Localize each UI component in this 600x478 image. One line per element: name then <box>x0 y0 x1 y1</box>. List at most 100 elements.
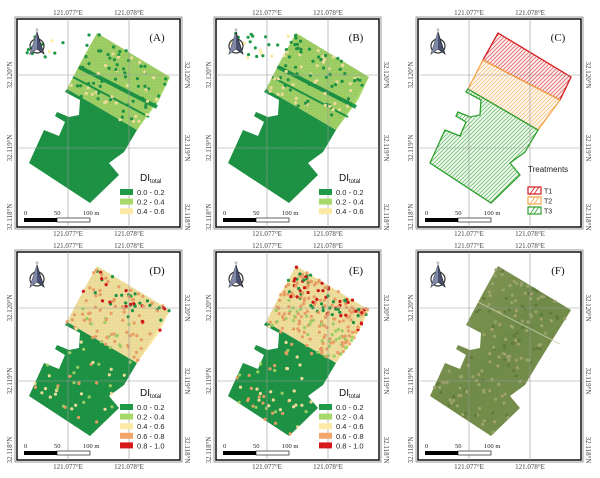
photo-texture <box>497 355 501 359</box>
svg-text:121.078°E: 121.078°E <box>515 230 545 238</box>
photo-texture <box>461 413 465 417</box>
panel-label: (D) <box>149 265 165 277</box>
svg-text:121.077°E: 121.077°E <box>454 242 484 250</box>
photo-texture <box>463 411 467 416</box>
svg-text:121.077°E: 121.077°E <box>53 463 83 471</box>
map-svg: 121.077°E 121.078°E 121.077°E 121.078°E 32… <box>6 9 191 238</box>
legend-item: 0.6 - 0.8 <box>120 432 165 441</box>
cell <box>246 53 251 57</box>
photo-texture <box>438 385 442 390</box>
photo-texture <box>482 390 486 394</box>
svg-text:32.119°N: 32.119°N <box>407 135 415 162</box>
svg-text:121.078°E: 121.078°E <box>114 242 144 250</box>
svg-text:0.6 - 0.8: 0.6 - 0.8 <box>137 432 165 441</box>
photo-texture <box>553 299 557 303</box>
cell <box>85 43 89 47</box>
photo-texture <box>477 373 481 377</box>
legend-item: 0.4 - 0.6 <box>120 207 165 216</box>
cell <box>53 51 57 55</box>
legend-item: 0.6 - 0.8 <box>319 432 364 441</box>
svg-text:0: 0 <box>24 443 27 450</box>
svg-text:121.078°E: 121.078°E <box>114 230 144 238</box>
svg-text:32.118°N: 32.118°N <box>205 204 213 231</box>
svg-text:0.0 - 0.2: 0.0 - 0.2 <box>336 188 364 197</box>
svg-text:N: N <box>36 260 39 265</box>
photo-texture <box>526 284 530 288</box>
lat-labels: 32.120°N 32.119°N 32.118°N 32.120°N 32.119°… <box>205 294 390 463</box>
photo-texture <box>529 324 533 328</box>
legend-item: 0.4 - 0.6 <box>120 422 165 431</box>
photo-texture <box>477 406 482 410</box>
svg-text:32.120°N: 32.120°N <box>407 61 415 88</box>
photo-texture <box>498 323 502 327</box>
photo-texture <box>497 382 501 387</box>
svg-text:100 m: 100 m <box>484 443 500 450</box>
photo-texture <box>520 319 525 323</box>
photo-texture <box>474 378 479 383</box>
photo-texture <box>512 333 516 338</box>
photo-texture <box>492 420 497 424</box>
svg-text:121.077°E: 121.077°E <box>53 242 83 250</box>
svg-text:32.119°N: 32.119°N <box>205 368 213 395</box>
svg-text:32.120°N: 32.120°N <box>6 61 14 88</box>
svg-text:0.6 - 0.8: 0.6 - 0.8 <box>336 432 364 441</box>
photo-texture <box>504 296 508 300</box>
graticule <box>216 19 379 227</box>
scale-bar: 0 50 100 m <box>223 210 298 223</box>
svg-text:121.077°E: 121.077°E <box>252 230 282 238</box>
svg-text:0.4 - 0.6: 0.4 - 0.6 <box>336 422 364 431</box>
svg-text:32.120°N: 32.120°N <box>382 61 390 88</box>
photo-texture <box>526 320 530 324</box>
photo-texture <box>536 297 540 301</box>
cell <box>47 49 51 54</box>
svg-text:50: 50 <box>253 210 260 217</box>
north-arrow-icon: N <box>430 27 446 55</box>
svg-text:121.078°E: 121.078°E <box>515 463 545 471</box>
hex-grid-texture <box>29 266 170 436</box>
cell <box>25 51 29 55</box>
photo-texture <box>505 355 509 359</box>
svg-text:0.8 - 1.0: 0.8 - 1.0 <box>137 441 165 450</box>
photo-texture <box>502 357 506 361</box>
svg-text:0: 0 <box>223 210 226 217</box>
photo-texture <box>436 381 440 385</box>
photo-texture <box>482 333 486 337</box>
cell <box>87 33 91 37</box>
svg-text:121.078°E: 121.078°E <box>313 463 343 471</box>
photo-texture <box>501 288 505 292</box>
photo-texture <box>523 291 527 295</box>
svg-text:0: 0 <box>223 443 226 450</box>
photo-texture <box>527 291 531 295</box>
cell <box>158 328 162 332</box>
photo-texture <box>529 297 533 301</box>
photo-texture <box>477 383 481 387</box>
svg-text:T1: T1 <box>544 189 552 196</box>
photo-texture <box>507 358 511 362</box>
photo-texture <box>496 364 500 368</box>
svg-text:121.077°E: 121.077°E <box>53 9 83 17</box>
svg-text:0.4 - 0.6: 0.4 - 0.6 <box>137 422 165 431</box>
scale-bar: 0 50 100 m <box>24 210 99 223</box>
svg-text:32.120°N: 32.120°N <box>407 294 415 321</box>
photo-texture <box>530 314 534 318</box>
photo-texture <box>480 422 484 426</box>
svg-text:121.078°E: 121.078°E <box>313 242 343 250</box>
photo-texture <box>488 293 492 298</box>
photo-texture <box>530 292 534 296</box>
svg-text:121.077°E: 121.077°E <box>53 230 83 238</box>
legend-item: 0.2 - 0.4 <box>120 198 165 207</box>
photo-texture <box>477 308 481 312</box>
photo-texture <box>502 401 506 405</box>
photo-texture <box>535 346 539 350</box>
svg-text:0: 0 <box>425 210 428 217</box>
svg-text:T2: T2 <box>544 199 552 206</box>
legend-item: 0.0 - 0.2 <box>319 188 364 197</box>
svg-text:121.077°E: 121.077°E <box>454 230 484 238</box>
photo-texture <box>503 352 507 356</box>
zone-t1 <box>483 33 571 100</box>
legend-item: 0.2 - 0.4 <box>319 413 364 422</box>
photo-texture <box>510 301 514 305</box>
photo-texture <box>525 328 529 333</box>
photo-texture <box>515 331 519 335</box>
svg-text:32.118°N: 32.118°N <box>584 204 592 231</box>
